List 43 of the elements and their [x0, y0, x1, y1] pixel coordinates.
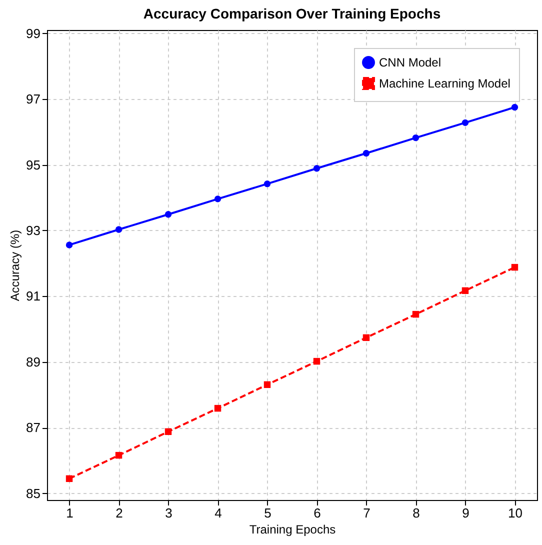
point	[511, 264, 518, 271]
point	[164, 428, 172, 435]
point	[264, 180, 271, 188]
x-tick-label: 3	[165, 506, 172, 520]
y-tick-label: 95	[26, 157, 40, 172]
x-tick-label: 7	[363, 506, 370, 520]
y-tick-label: 87	[26, 420, 40, 436]
point	[511, 104, 518, 111]
y-tick-label: 99	[26, 26, 40, 41]
point	[313, 358, 320, 365]
legend-label: Machine Learning Model	[379, 76, 510, 90]
x-tick-label: 5	[264, 506, 272, 520]
x-axis-title: Training Epochs	[249, 522, 336, 536]
point	[214, 404, 222, 412]
point	[362, 334, 370, 341]
point	[115, 452, 122, 459]
x-tick-label: 8	[412, 506, 420, 520]
point	[264, 381, 271, 388]
point	[115, 226, 122, 233]
point	[313, 165, 320, 172]
point	[66, 242, 73, 248]
x-tick-label: 2	[116, 506, 123, 520]
y-axis-title: Accuracy (%)	[8, 230, 22, 302]
legend-label: CNN Model	[379, 56, 442, 70]
y-tick-label: 89	[26, 354, 40, 370]
point	[412, 310, 420, 318]
point	[412, 134, 420, 142]
y-tick-label: 93	[26, 222, 40, 238]
y-tick-label: 85	[26, 486, 40, 501]
y-tick-label: 97	[26, 92, 40, 107]
x-tick-label: 9	[462, 506, 470, 520]
point	[462, 287, 469, 294]
x-tick-label: 4	[214, 506, 222, 520]
point	[462, 119, 469, 126]
chart-title: Accuracy Comparison Over Training Epochs	[143, 5, 441, 22]
point	[66, 475, 73, 482]
y-tick-label: 91	[26, 288, 40, 304]
point	[214, 196, 222, 202]
x-tick-label: 6	[314, 506, 321, 520]
point	[362, 150, 370, 157]
x-tick-label: 10	[508, 506, 522, 520]
x-tick-label: 1	[66, 506, 74, 520]
point	[164, 211, 172, 218]
